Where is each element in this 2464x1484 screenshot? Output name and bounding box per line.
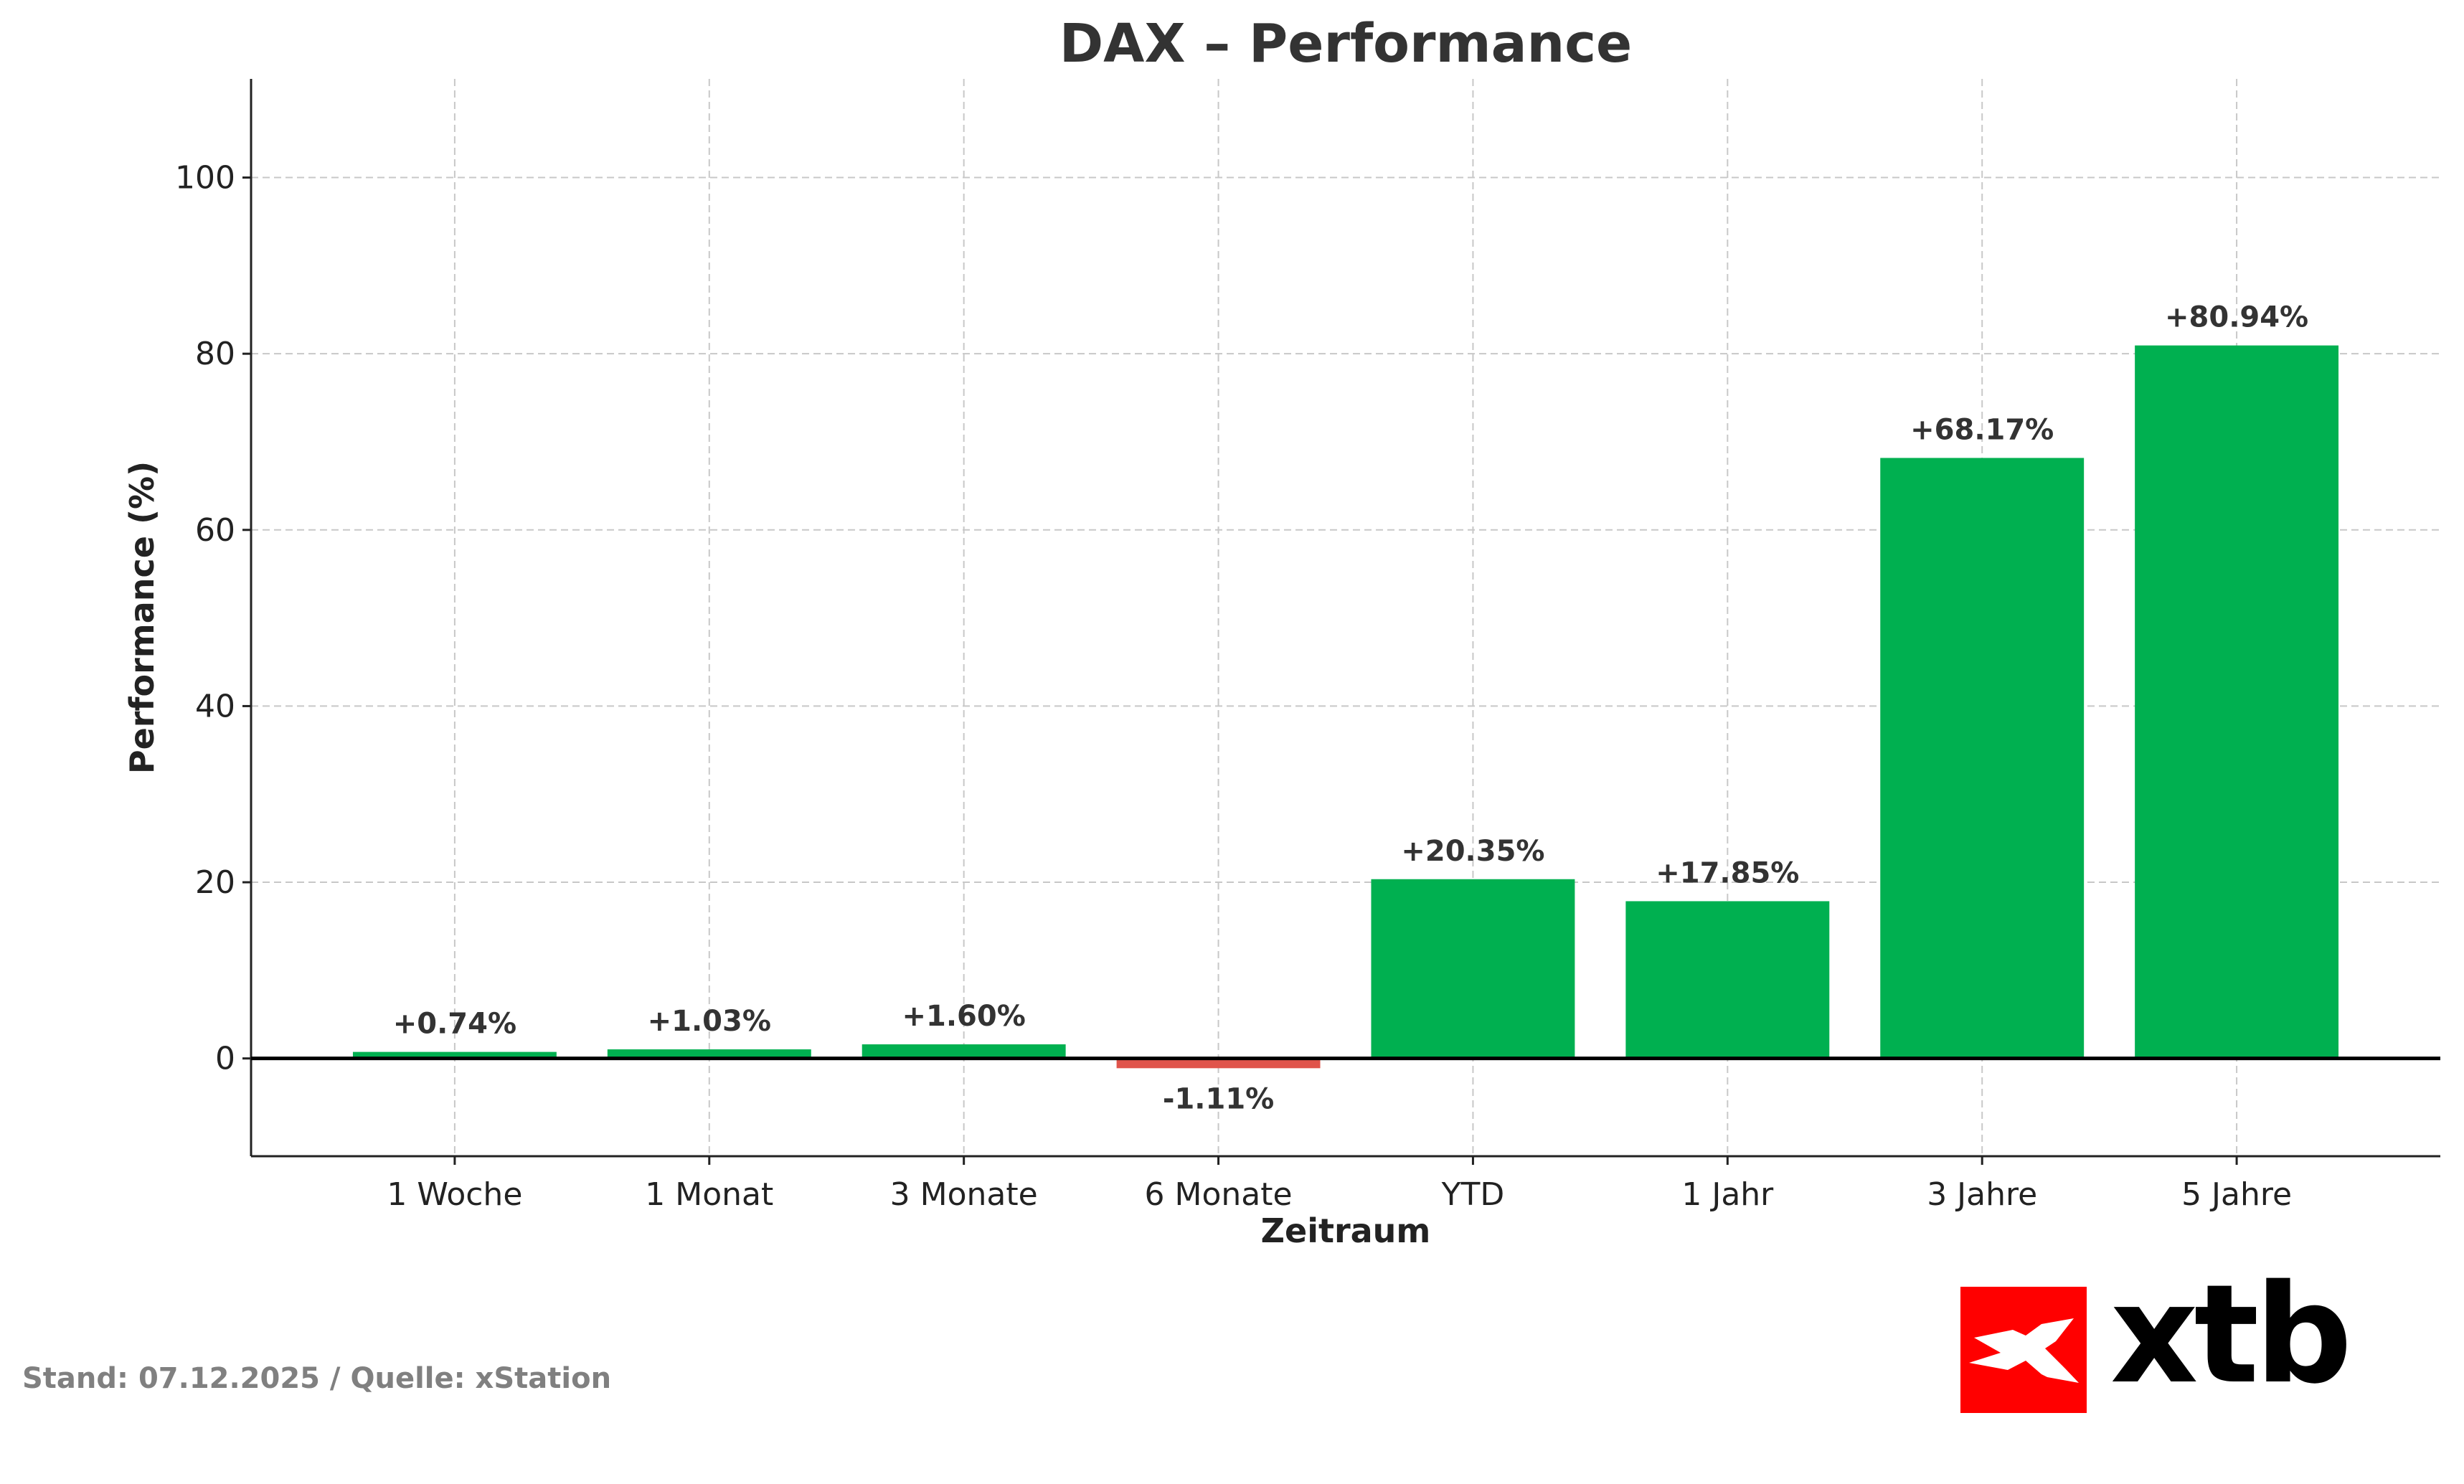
bars	[352, 345, 2339, 1069]
x-tick-label: 1 Woche	[387, 1176, 522, 1213]
bar-3-jahre	[1880, 458, 2085, 1059]
labels: 0 20 40 60 80 100 +0.74% 1 Woche +1.03% 1 Monat +1…	[175, 160, 2308, 1213]
y-tick-label: 20	[195, 864, 235, 901]
bar-1-monat	[607, 1049, 811, 1059]
data-label: +20.35%	[1401, 835, 1544, 868]
bar-ytd	[1371, 879, 1575, 1059]
data-label: +1.03%	[648, 1005, 771, 1038]
x-tick-label: 3 Jahre	[1927, 1176, 2037, 1213]
chart-title: DAX – Performance	[1059, 13, 1633, 75]
x-tick-label: 1 Monat	[645, 1176, 773, 1213]
x-tick-label: 3 Monate	[890, 1176, 1038, 1213]
logo-text: xtb	[2110, 1255, 2348, 1414]
bar-1-woche	[352, 1051, 557, 1059]
y-tick-label: 80	[195, 336, 235, 372]
data-label: -1.11%	[1163, 1082, 1274, 1115]
data-label: +0.74%	[393, 1008, 516, 1041]
y-tick-label: 60	[195, 512, 235, 549]
x-tick-label: YTD	[1441, 1176, 1505, 1213]
x-tick-label: 6 Monate	[1145, 1176, 1293, 1213]
logo-x-mark	[1969, 1318, 2079, 1383]
x-tick-label: 1 Jahr	[1681, 1176, 1774, 1213]
y-tick-label: 100	[175, 160, 235, 197]
xtb-logo: xtb	[1960, 1255, 2352, 1414]
footer-source: Stand: 07.12.2025 / Quelle: xStation	[22, 1362, 611, 1395]
data-label: +1.60%	[902, 1000, 1026, 1033]
bar-1-jahr	[1625, 901, 1830, 1059]
y-axis-label: Performance (%)	[123, 461, 161, 774]
data-label: +68.17%	[1910, 413, 2054, 446]
y-tick-label: 0	[215, 1041, 235, 1077]
data-label: +17.85%	[1656, 856, 1799, 889]
bar-3-monate	[862, 1044, 1066, 1059]
y-tick-label: 40	[195, 688, 235, 724]
grid	[251, 79, 2440, 1156]
data-label: +80.94%	[2165, 301, 2308, 334]
bar-5-jahre	[2135, 345, 2339, 1059]
axes	[242, 79, 2440, 1165]
x-tick-label: 5 Jahre	[2181, 1176, 2292, 1213]
x-axis-label: Zeitraum	[1261, 1211, 1431, 1250]
bar-6-monate	[1116, 1058, 1321, 1069]
